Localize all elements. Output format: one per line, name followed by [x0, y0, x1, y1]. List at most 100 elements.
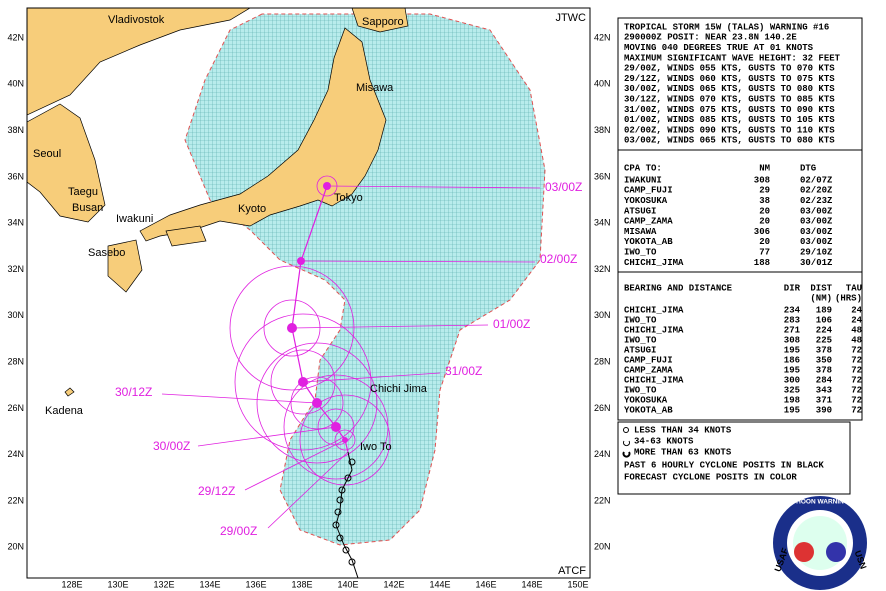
bearing-subheader: (HRS) — [835, 293, 862, 303]
bearing-cell: YOKOTA_AB — [624, 405, 673, 415]
bearing-cell: 350 — [816, 355, 832, 365]
lat-label: 24N — [594, 449, 611, 459]
danger-area — [184, 13, 546, 546]
bearing-cell: 378 — [816, 345, 832, 355]
warning-line: 29/12Z, WINDS 060 KTS, GUSTS TO 075 KTS — [624, 74, 835, 84]
bearing-cell: 186 — [784, 355, 800, 365]
forecast-label: 29/12Z — [198, 484, 235, 498]
lon-label: 150E — [567, 579, 588, 589]
bearing-cell: 72 — [851, 365, 862, 375]
forecast-label: 02/00Z — [540, 252, 577, 266]
place-label: Vladivostok — [108, 14, 165, 26]
lat-label: 32N — [594, 264, 611, 274]
bearing-cell: 72 — [851, 395, 862, 405]
bearing-cell: 48 — [851, 325, 862, 335]
bearing-cell: 371 — [816, 395, 833, 405]
bearing-header: TAU — [846, 283, 862, 293]
bearing-cell: CHICHI_JIMA — [624, 305, 684, 315]
warning-line: 290000Z POSIT: NEAR 23.8N 140.2E — [624, 33, 797, 43]
place-label: Iwo To — [360, 441, 392, 453]
forecast-label: 31/00Z — [445, 364, 482, 378]
bearing-cell: 224 — [816, 325, 833, 335]
lat-label: 42N — [7, 32, 24, 42]
bearing-header: DIST — [810, 283, 832, 293]
logo — [773, 496, 867, 590]
bearing-cell: CHICHI_JIMA — [624, 325, 684, 335]
bearing-cell: 72 — [851, 355, 862, 365]
lat-label: 34N — [594, 218, 611, 228]
bearing-cell: 225 — [816, 335, 832, 345]
lat-label: 30N — [7, 310, 24, 320]
lat-label: 36N — [7, 171, 24, 181]
bearing-cell: 234 — [784, 305, 801, 315]
cpa-cell: 38 — [759, 196, 770, 206]
warning-line: 30/12Z, WINDS 070 KTS, GUSTS TO 085 KTS — [624, 94, 835, 104]
bearing-cell: 390 — [816, 405, 832, 415]
past-track — [335, 451, 359, 578]
bearing-cell: 378 — [816, 365, 832, 375]
lon-label: 146E — [475, 579, 496, 589]
cpa-cell: 30/01Z — [800, 258, 832, 268]
cpa-cell: 02/20Z — [800, 186, 832, 196]
bearing-cell: 72 — [851, 385, 862, 395]
lat-label: 20N — [594, 542, 611, 552]
lat-label: 20N — [7, 542, 24, 552]
lat-label: 24N — [7, 449, 24, 459]
bearing-cell: 72 — [851, 375, 862, 385]
bearing-cell: 189 — [816, 305, 832, 315]
forecast-label: 29/00Z — [220, 524, 257, 538]
lat-label: 30N — [594, 310, 611, 320]
cpa-cell: YOKOSUKA — [624, 196, 668, 206]
cpa-cell: 308 — [754, 175, 770, 185]
cpa-cell: 03/00Z — [800, 217, 832, 227]
warning-line: 03/00Z, WINDS 065 KTS, GUSTS TO 080 KTS — [624, 136, 835, 146]
bearing-cell: 195 — [784, 365, 800, 375]
bearing-cell: YOKOSUKA — [624, 395, 668, 405]
bearing-cell: IWO_TO — [624, 315, 657, 325]
place-label: Sasebo — [88, 247, 125, 259]
place-label: Chichi Jima — [370, 383, 428, 395]
bearing-cell: 48 — [851, 335, 862, 345]
cpa-cell: 77 — [759, 247, 770, 257]
lat-label: 28N — [7, 356, 24, 366]
cpa-header: CPA TO: — [624, 163, 662, 173]
bearing-cell: CHICHI_JIMA — [624, 375, 684, 385]
bearing-cell: 24 — [851, 305, 862, 315]
place-label: Kadena — [45, 405, 84, 417]
hokkaido — [351, 8, 409, 33]
legend-line: FORECAST CYCLONE POSITS IN COLOR — [624, 472, 797, 482]
warning-line: 31/00Z, WINDS 075 KTS, GUSTS TO 090 KTS — [624, 105, 835, 115]
legend-symbols — [622, 427, 631, 458]
forecast-label: 03/00Z — [545, 180, 582, 194]
cpa-cell: 20 — [759, 206, 770, 216]
cpa-cell: 03/00Z — [800, 227, 832, 237]
korea — [27, 103, 106, 223]
cpa-cell: CAMP_ZAMA — [624, 217, 673, 227]
warning-line: MOVING 040 DEGREES TRUE AT 01 KNOTS — [624, 43, 814, 53]
cpa-cell: MISAWA — [624, 227, 657, 237]
cpa-cell: 29/10Z — [800, 247, 832, 257]
lat-label: 22N — [594, 495, 611, 505]
warning-line: MAXIMUM SIGNIFICANT WAVE HEIGHT: 32 FEET — [624, 53, 841, 63]
bearing-subheader: (NM) — [810, 293, 832, 303]
warning-line: 29/00Z, WINDS 055 KTS, GUSTS TO 070 KTS — [624, 64, 835, 74]
lat-label: 42N — [594, 32, 611, 42]
lat-label: 40N — [7, 79, 24, 89]
logo-text: JOINT TYPHOON WARNING CENTER — [763, 499, 878, 506]
lon-label: 130E — [107, 579, 128, 589]
bearing-cell: CAMP_ZAMA — [624, 365, 673, 375]
lon-label: 132E — [153, 579, 174, 589]
lon-label: 144E — [429, 579, 450, 589]
bearing-cell: ATSUGI — [624, 345, 656, 355]
legend-box — [617, 421, 851, 495]
corner-label: ATCF — [558, 565, 586, 577]
lat-label: 26N — [7, 403, 24, 413]
bearing-cell: 284 — [816, 375, 833, 385]
legend-line: MORE THAN 63 KNOTS — [634, 447, 732, 457]
legend-line: 34-63 KNOTS — [634, 436, 694, 446]
bearing-cell: 198 — [784, 395, 800, 405]
lon-label: 136E — [245, 579, 266, 589]
mainland — [27, 8, 251, 116]
cpa-cell: CHICHI_JIMA — [624, 258, 684, 268]
cpa-cell: 306 — [754, 227, 770, 237]
